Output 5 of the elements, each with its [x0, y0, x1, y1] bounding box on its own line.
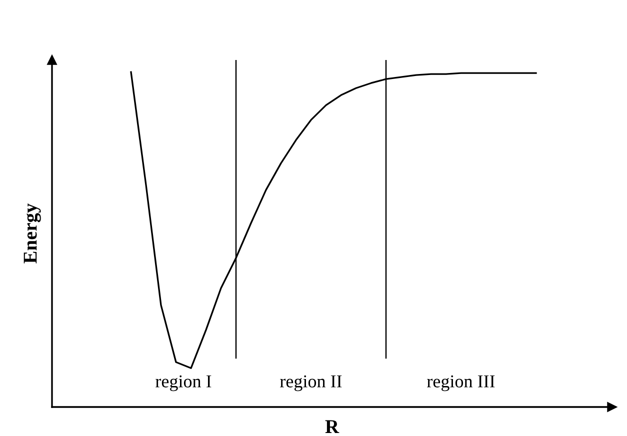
annotation: region III	[427, 375, 495, 392]
annotation: region I	[156, 375, 212, 392]
annotation: region II	[280, 375, 342, 392]
y-axis-title: Energy	[24, 203, 41, 264]
x-axis-title: R	[325, 420, 340, 433]
